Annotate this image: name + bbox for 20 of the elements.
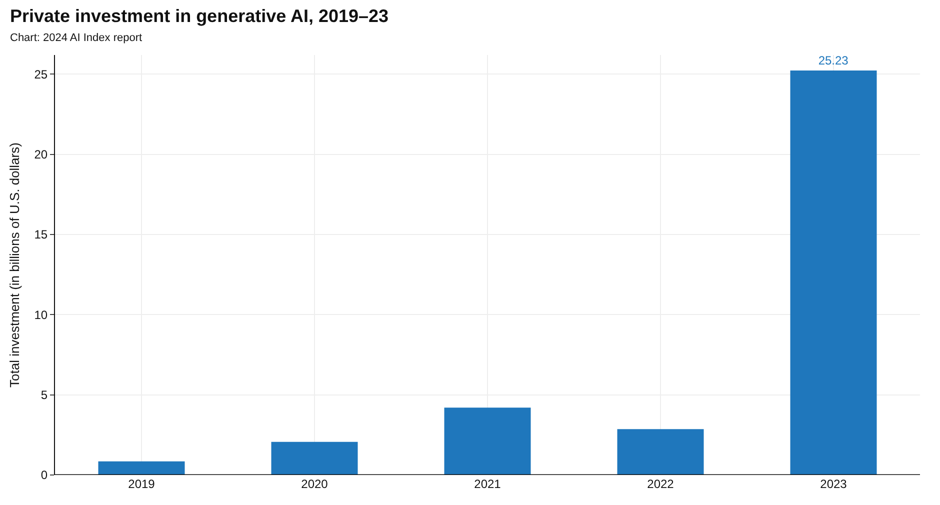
y-tick-label: 5 [40,388,48,402]
x-tick-label: 2020 [301,477,328,491]
y-tick-label: 15 [34,228,48,242]
x-tick-label: 2022 [647,477,674,491]
bar [271,442,358,475]
y-tick-label: 25 [34,67,48,82]
x-tick-label: 2023 [820,477,848,491]
bar [444,408,531,475]
bar [790,70,877,475]
x-tick-label: 2021 [474,477,502,491]
chart-subtitle: Chart: 2024 AI Index report [10,32,142,44]
y-tick-label: 0 [40,468,48,482]
y-tick-label: 20 [34,148,48,162]
data-label: 25.23 [818,54,849,68]
y-axis-title: Total investment (in billions of U.S. dollars) [7,142,22,388]
x-tick-label: 2019 [128,477,156,491]
y-tick-label: 10 [34,308,48,322]
bar [98,461,185,475]
chart-title: Private investment in generative AI, 2019–23 [10,6,389,27]
bar [617,429,704,475]
